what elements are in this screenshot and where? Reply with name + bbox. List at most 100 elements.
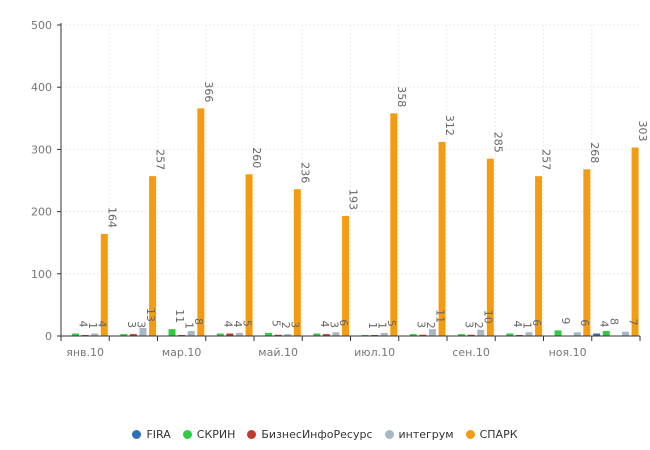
data-label: 3 bbox=[289, 321, 302, 328]
data-label: 2 bbox=[279, 322, 292, 329]
data-label: 4 bbox=[77, 321, 90, 328]
data-label: 13 bbox=[144, 308, 157, 322]
bar bbox=[197, 108, 205, 337]
bar bbox=[187, 331, 195, 336]
bar bbox=[129, 334, 137, 336]
bar bbox=[438, 141, 446, 336]
y-tick-label: 0 bbox=[45, 330, 52, 343]
legend-marker-icon bbox=[247, 430, 257, 439]
data-label: 1 bbox=[183, 322, 196, 329]
data-label: 8 bbox=[192, 318, 205, 325]
bar bbox=[216, 333, 224, 336]
bar bbox=[168, 329, 176, 336]
data-label: 1 bbox=[520, 322, 533, 329]
data-label: 5 bbox=[385, 320, 398, 327]
x-tick-label: июл.10 bbox=[354, 346, 395, 359]
bar bbox=[284, 334, 292, 336]
y-axis-ticks: 0 100 200 300 400 500 bbox=[31, 19, 52, 343]
legend-item[interactable]: интегрум bbox=[384, 428, 454, 441]
bar bbox=[342, 215, 350, 336]
x-axis-ticks: янв.10 мар.10 май.10 июл.10 сен.10 ноя.10 bbox=[66, 346, 586, 359]
data-label: 2 bbox=[424, 322, 437, 329]
data-label: 3 bbox=[414, 321, 427, 328]
data-label: 257 bbox=[540, 149, 553, 170]
bar bbox=[535, 176, 543, 336]
data-label: 3 bbox=[125, 321, 138, 328]
bar bbox=[467, 334, 475, 336]
data-label: 3 bbox=[134, 321, 147, 328]
bar bbox=[274, 334, 282, 336]
data-label: 1 bbox=[376, 322, 389, 329]
data-label: 6 bbox=[530, 319, 543, 326]
y-tick-label: 400 bbox=[31, 81, 52, 94]
x-tick-label: ноя.10 bbox=[549, 346, 587, 359]
data-label: 4 bbox=[598, 321, 611, 328]
bar bbox=[477, 329, 485, 336]
legend-item[interactable]: СКРИН bbox=[182, 428, 236, 441]
x-tick-label: янв.10 bbox=[66, 346, 104, 359]
bar bbox=[631, 147, 639, 336]
data-label: 10 bbox=[482, 310, 495, 324]
legend-label: СКРИН bbox=[196, 428, 236, 441]
bar bbox=[621, 331, 629, 336]
legend-item[interactable]: FIRA bbox=[132, 428, 171, 441]
y-tick-label: 100 bbox=[31, 268, 52, 281]
bar bbox=[602, 331, 610, 336]
data-label: 164 bbox=[105, 207, 118, 228]
data-label: 6 bbox=[337, 319, 350, 326]
bar bbox=[149, 176, 157, 336]
bar bbox=[419, 334, 427, 336]
bar bbox=[525, 332, 533, 336]
data-label: 285 bbox=[491, 132, 504, 153]
bar bbox=[593, 333, 601, 336]
bars bbox=[72, 108, 639, 337]
legend-item[interactable]: СПАРК bbox=[465, 428, 518, 441]
bar bbox=[573, 332, 581, 336]
bar bbox=[409, 334, 417, 336]
data-label: 4 bbox=[96, 321, 109, 328]
data-label: 4 bbox=[318, 321, 331, 328]
data-label: 11 bbox=[433, 309, 446, 323]
axes bbox=[57, 23, 641, 341]
data-label: 5 bbox=[240, 320, 253, 327]
legend-marker-icon bbox=[384, 430, 394, 439]
data-label: 4 bbox=[231, 321, 244, 328]
bar bbox=[554, 330, 562, 336]
x-tick-label: май.10 bbox=[258, 346, 298, 359]
y-tick-label: 200 bbox=[31, 206, 52, 219]
data-label: 366 bbox=[202, 81, 215, 102]
bar bbox=[313, 333, 321, 336]
data-label: 260 bbox=[250, 147, 263, 168]
data-label: 5 bbox=[270, 320, 283, 327]
bar bbox=[332, 332, 340, 336]
data-label: 312 bbox=[443, 115, 456, 136]
data-label: 3 bbox=[463, 321, 476, 328]
bar bbox=[91, 333, 99, 336]
bar bbox=[100, 233, 108, 336]
data-label: 4 bbox=[511, 321, 524, 328]
bar bbox=[120, 334, 128, 336]
data-label: 236 bbox=[298, 162, 311, 183]
data-label: 7 bbox=[626, 319, 639, 326]
data-label: 1 bbox=[86, 322, 99, 329]
data-label: 9 bbox=[559, 317, 572, 324]
legend-label: СПАРК bbox=[479, 428, 518, 441]
bar bbox=[226, 333, 234, 336]
bar bbox=[583, 169, 591, 336]
bar bbox=[428, 329, 436, 336]
legend-item[interactable]: БизнесИнфоРесурс bbox=[247, 428, 373, 441]
legend-label: FIRA bbox=[146, 428, 171, 441]
data-label: 11 bbox=[173, 309, 186, 323]
bar bbox=[245, 174, 253, 336]
bar bbox=[486, 158, 494, 336]
data-label: 193 bbox=[347, 189, 360, 210]
data-label: 257 bbox=[154, 149, 167, 170]
x-tick-label: мар.10 bbox=[162, 346, 202, 359]
legend-marker-icon bbox=[182, 430, 192, 439]
legend-marker-icon bbox=[132, 430, 142, 439]
x-tick-label: сен.10 bbox=[452, 346, 490, 359]
y-tick-label: 500 bbox=[31, 19, 52, 32]
data-label: 8 bbox=[607, 318, 620, 325]
